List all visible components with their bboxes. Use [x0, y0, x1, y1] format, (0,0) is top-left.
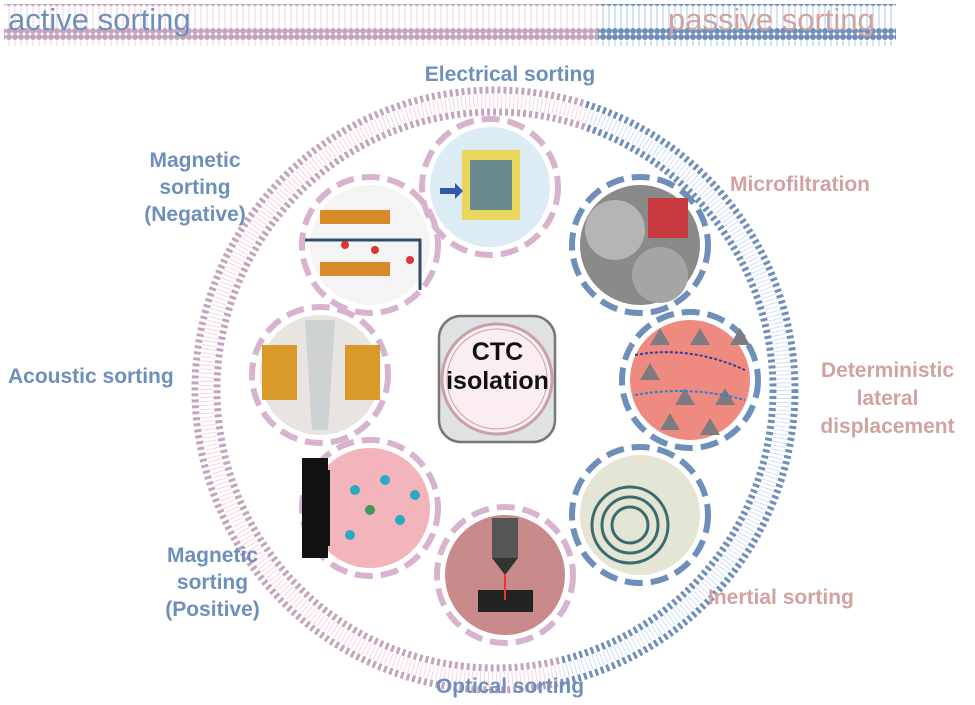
outer-membrane-ring [191, 86, 799, 694]
vesicle-acoustic [249, 304, 391, 446]
center-title: CTC isolation [445, 338, 550, 396]
vesicle-dld [619, 309, 761, 451]
vesicle-magnetic-negative [299, 174, 441, 316]
vesicle-electrical [419, 116, 561, 258]
label-electrical-sorting: Electrical sorting [424, 63, 596, 86]
ctc-isolation-center [437, 314, 557, 444]
vesicle-magnetic-positive [299, 437, 441, 579]
label-deterministic-lateral-displacement: Deterministic lateral displacement [820, 359, 955, 438]
vesicle-optical [434, 504, 576, 646]
center-title-line2: isolation [446, 367, 549, 395]
active-membrane-banner [4, 4, 598, 46]
label-magnetic-sorting-positive: Magnetic sorting (Positive) [165, 544, 260, 621]
passive-membrane-banner [598, 4, 896, 46]
label-microfiltration: Microfiltration [730, 173, 870, 196]
label-magnetic-sorting-negative: Magnetic sorting (Negative) [144, 149, 246, 226]
label-acoustic-sorting: Acoustic sorting [8, 365, 174, 388]
passive-sorting-label: passive sorting [668, 2, 875, 37]
label-optical-sorting: Optical sorting [435, 675, 585, 698]
vesicle-inertial [569, 444, 711, 586]
vesicle-microfiltration [569, 174, 711, 316]
label-inertial-sorting: Inertial sorting [708, 586, 854, 609]
active-sorting-label: active sorting [8, 2, 191, 37]
center-title-line1: CTC [471, 338, 524, 366]
